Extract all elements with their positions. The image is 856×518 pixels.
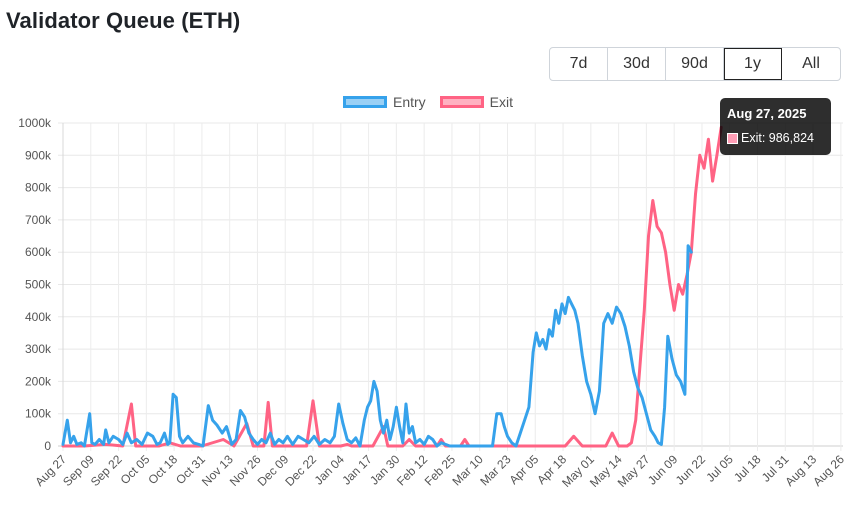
x-tick-label: Jan 17 (339, 452, 375, 488)
tooltip-title: Aug 27, 2025 (727, 106, 807, 121)
x-tick-label: Jul 18 (731, 452, 764, 485)
x-tick-label: Apr 05 (506, 452, 541, 487)
legend-swatch-exit (439, 96, 484, 108)
chart-legend: Entry Exit (0, 94, 856, 110)
series-line-entry (61, 244, 693, 448)
x-tick-label: Dec 22 (282, 452, 319, 489)
y-tick-label: 400k (25, 310, 52, 324)
x-tick-label: Jun 09 (645, 452, 681, 488)
x-tick-label: Jan 04 (312, 452, 348, 488)
y-tick-label: 200k (25, 374, 52, 388)
x-tick-label: May 27 (615, 452, 653, 490)
range-7d-button[interactable]: 7d (550, 48, 608, 80)
range-all-button[interactable]: All (802, 55, 820, 72)
legend-item-entry[interactable]: Entry (342, 94, 426, 110)
x-tick-label: Jul 05 (703, 452, 736, 485)
x-tick-label: Oct 18 (145, 452, 180, 487)
legend-swatch-entry (342, 96, 387, 108)
page-title: Validator Queue (ETH) (6, 8, 241, 33)
legend-label-entry: Entry (392, 94, 426, 110)
tooltip-swatch (727, 132, 738, 144)
x-tick-label: Jun 22 (673, 452, 709, 488)
y-tick-label: 800k (25, 181, 52, 195)
y-tick-label: 500k (25, 278, 52, 292)
series-line-exit (61, 125, 723, 448)
y-tick-label: 0 (44, 439, 51, 453)
tooltip-value: Exit: 986,824 (741, 131, 814, 145)
x-tick-label: Mar 23 (477, 452, 514, 489)
tooltip-row: Exit: 986,824 (727, 131, 814, 145)
time-range-selector: 7d 30d 90d 1y All (549, 47, 841, 81)
x-tick-label: Oct 05 (118, 452, 153, 487)
legend-label-exit: Exit (489, 94, 514, 110)
range-30d-button[interactable]: 30d (608, 48, 666, 80)
x-tick-label: Aug 26 (810, 452, 847, 489)
y-tick-label: 900k (25, 148, 52, 162)
range-90d-button[interactable]: 90d (666, 48, 724, 80)
legend-item-exit[interactable]: Exit (439, 94, 514, 110)
y-tick-label: 700k (25, 213, 52, 227)
range-1y-button[interactable]: 1y (724, 48, 782, 80)
y-tick-label: 600k (25, 245, 52, 259)
y-tick-label: 300k (25, 342, 52, 356)
y-tick-label: 1000k (18, 116, 52, 130)
chart-tooltip: Aug 27, 2025 Exit: 986,824 (720, 98, 831, 155)
x-tick-label: Sep 22 (88, 452, 125, 489)
y-tick-label: 100k (25, 407, 52, 421)
